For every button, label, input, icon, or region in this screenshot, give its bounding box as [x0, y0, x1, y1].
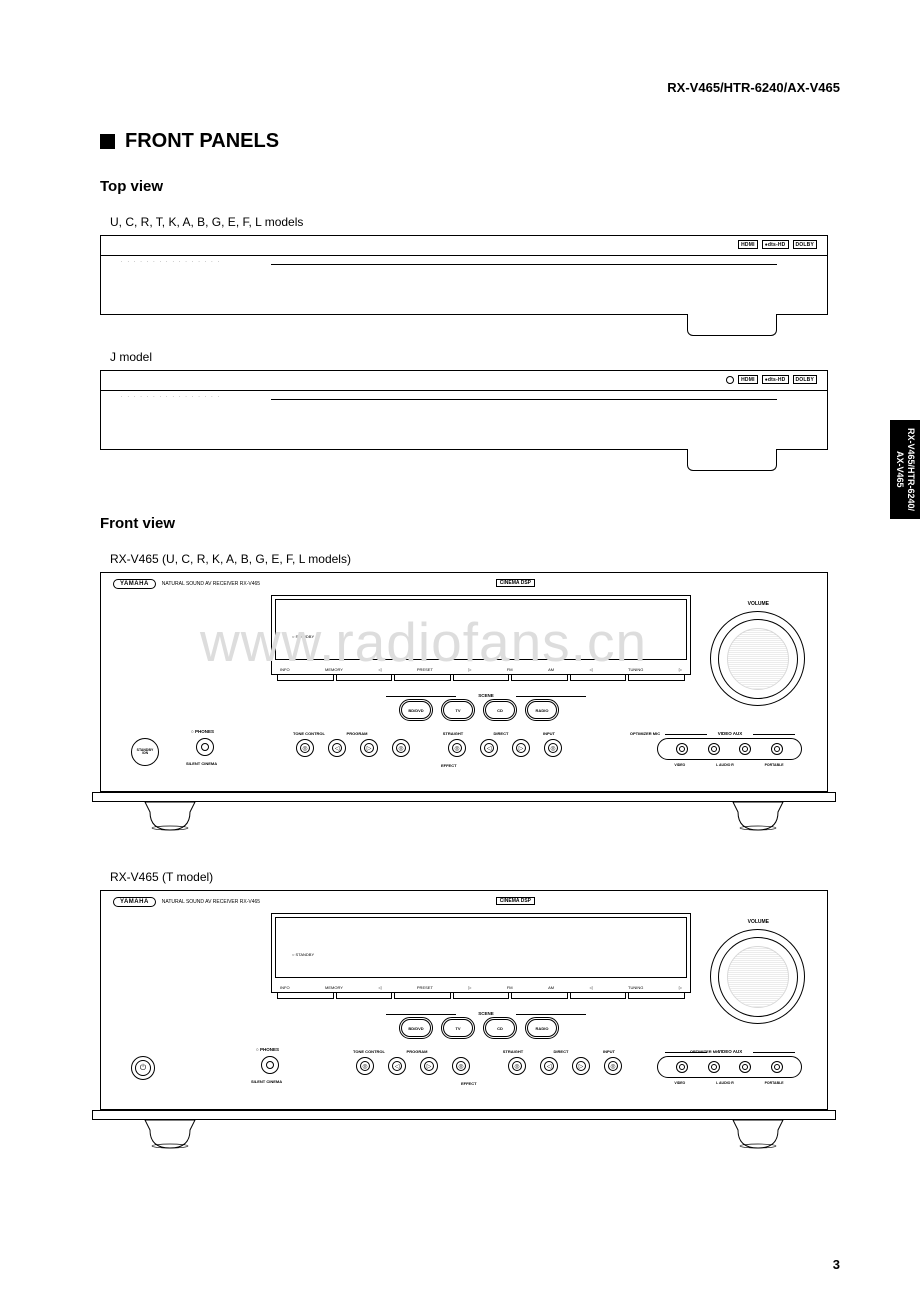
aux-audio-r-jack-2[interactable]: [739, 1061, 751, 1073]
frontview-model2-label: RX-V465 (T model): [110, 870, 860, 884]
topview-logos: HDMI ●dts-HD DOLBY: [738, 240, 817, 249]
display-standby-label: STANDBY: [292, 634, 314, 639]
scene-tv-button-2[interactable]: TV: [443, 1019, 473, 1037]
control-labels: TONE CONTROL PROGRAM STRAIGHT DIRECT INP…: [291, 731, 663, 736]
input-left-button-2[interactable]: ◁: [540, 1057, 558, 1075]
scene-buttons: BD/DVD TV CD RADIO: [401, 701, 557, 719]
display-bottom-labels: INFO MEMORY ◁ PRESET ▷ FM AM ◁ TUNING ▷: [280, 667, 682, 672]
scene-buttons-2: BD/DVD TV CD RADIO: [401, 1019, 557, 1037]
aux-jack-labels: VIDEO L AUDIO R PORTABLE: [659, 763, 799, 767]
scene-label-2: SCENE: [391, 1011, 581, 1016]
program-left-button-2[interactable]: ◁: [388, 1057, 406, 1075]
optimizer-mic-jack-2[interactable]: ◎: [604, 1057, 622, 1075]
title-text: FRONT PANELS: [125, 130, 279, 153]
frontview-diagram-2: YAMAHA NATURAL SOUND AV RECEIVER RX-V465…: [100, 890, 828, 1110]
video-aux-panel: [657, 738, 802, 760]
volume-label-2: VOLUME: [748, 919, 769, 925]
silent-cinema-label-2: SILENT CINEMA: [251, 1079, 282, 1084]
volume-knob-2[interactable]: [710, 929, 805, 1024]
foot-right-icon-2: [728, 1120, 788, 1150]
square-bullet-icon: [100, 134, 115, 149]
scene-radio-button-2[interactable]: RADIO: [527, 1019, 557, 1037]
control-buttons-2: ◎ ◁ ▷ ◎ ◎ ◁ ▷ ◎: [356, 1057, 622, 1075]
control-buttons: ◎ ◁ ▷ ◎ ◎ ◁ ▷ ◎: [296, 739, 562, 757]
page-number: 3: [833, 1257, 840, 1272]
foot-left-icon: [140, 802, 200, 832]
phones-label-2: ○ PHONES: [256, 1047, 279, 1052]
header-model-codes: RX-V465/HTR-6240/AX-V465: [667, 80, 840, 95]
scene-bd-dvd-button-2[interactable]: BD/DVD: [401, 1019, 431, 1037]
scene-label: SCENE: [391, 693, 581, 698]
display-tabs-2: [276, 993, 686, 1003]
tone-control-button[interactable]: ◎: [296, 739, 314, 757]
display-tabs: [276, 675, 686, 685]
frontview-diagram-1: YAMAHA NATURAL SOUND AV RECEIVER RX-V465…: [100, 572, 828, 792]
scene-bd-dvd-button[interactable]: BD/DVD: [401, 701, 431, 719]
display-panel-2: STANDBY INFO MEMORY ◁ PRESET ▷ FM AM ◁ T…: [271, 913, 691, 993]
effect-label: EFFECT: [441, 763, 457, 768]
frontview-model1-label: RX-V465 (U, C, R, K, A, B, G, E, F, L mo…: [110, 552, 860, 566]
subheading-front-view: Front view: [100, 515, 860, 532]
power-standby-button[interactable]: STANDBY/ON: [131, 738, 159, 766]
aux-audio-r-jack[interactable]: [739, 743, 751, 755]
scene-tv-button[interactable]: TV: [443, 701, 473, 719]
brand-logo: YAMAHA: [113, 579, 156, 589]
foot-left-icon-2: [140, 1120, 200, 1150]
scene-cd-button-2[interactable]: CD: [485, 1019, 515, 1037]
phones-label: ○ PHONES: [191, 729, 214, 734]
input-right-button[interactable]: ▷: [512, 739, 530, 757]
aux-video-jack[interactable]: [676, 743, 688, 755]
topview-logos-2: HDMI ●dts-HD DOLBY: [726, 375, 817, 384]
model-text-2: NATURAL SOUND AV RECEIVER RX-V465: [162, 899, 260, 905]
power-standby-button-2[interactable]: ⏻: [131, 1056, 155, 1080]
input-right-button-2[interactable]: ▷: [572, 1057, 590, 1075]
phones-jack-2[interactable]: [261, 1056, 279, 1074]
program-left-button[interactable]: ◁: [328, 739, 346, 757]
cinema-dsp-badge-2: CINEMA DSP: [496, 897, 535, 905]
brand-logo-2: YAMAHA: [113, 897, 156, 907]
subheading-top-view: Top view: [100, 178, 860, 195]
optimizer-mic-jack[interactable]: ◎: [544, 739, 562, 757]
straight-button-2[interactable]: ◎: [452, 1057, 470, 1075]
silent-cinema-label: SILENT CINEMA: [186, 761, 217, 766]
aux-portable-jack[interactable]: [771, 743, 783, 755]
straight-button[interactable]: ◎: [392, 739, 410, 757]
aux-jack-labels-2: VIDEO L AUDIO R PORTABLE: [659, 1081, 799, 1085]
aux-audio-l-jack[interactable]: [708, 743, 720, 755]
video-aux-label-2: VIDEO AUX: [665, 1049, 795, 1054]
aux-portable-jack-2[interactable]: [771, 1061, 783, 1073]
tone-control-button-2[interactable]: ◎: [356, 1057, 374, 1075]
scene-radio-button[interactable]: RADIO: [527, 701, 557, 719]
foot-right-icon: [728, 802, 788, 832]
aux-video-jack-2[interactable]: [676, 1061, 688, 1073]
volume-label: VOLUME: [748, 601, 769, 607]
aux-audio-l-jack-2[interactable]: [708, 1061, 720, 1073]
topview-model2-label: J model: [110, 350, 860, 364]
input-left-button[interactable]: ◁: [480, 739, 498, 757]
program-right-button[interactable]: ▷: [360, 739, 378, 757]
display-panel: STANDBY INFO MEMORY ◁ PRESET ▷ FM AM ◁ T…: [271, 595, 691, 675]
scene-cd-button[interactable]: CD: [485, 701, 515, 719]
direct-button[interactable]: ◎: [448, 739, 466, 757]
phones-jack[interactable]: [196, 738, 214, 756]
effect-label-2: EFFECT: [461, 1081, 477, 1086]
program-right-button-2[interactable]: ▷: [420, 1057, 438, 1075]
topview-diagram-1: HDMI ●dts-HD DOLBY · · · · · · · · · · ·…: [100, 235, 828, 315]
topview-model1-label: U, C, R, T, K, A, B, G, E, F, L models: [110, 215, 860, 229]
display-bottom-labels-2: INFO MEMORY ◁ PRESET ▷ FM AM ◁ TUNING ▷: [280, 985, 682, 990]
side-tab: RX-V465/HTR-6240/AX-V465: [890, 420, 920, 519]
page-title: FRONT PANELS: [100, 130, 860, 153]
model-text: NATURAL SOUND AV RECEIVER RX-V465: [162, 581, 260, 587]
video-aux-label: VIDEO AUX: [665, 731, 795, 736]
video-aux-panel-2: [657, 1056, 802, 1078]
cinema-dsp-badge: CINEMA DSP: [496, 579, 535, 587]
direct-button-2[interactable]: ◎: [508, 1057, 526, 1075]
topview-diagram-2: HDMI ●dts-HD DOLBY · · · · · · · · · · ·…: [100, 370, 828, 450]
volume-knob[interactable]: [710, 611, 805, 706]
display-standby-label-2: STANDBY: [292, 952, 314, 957]
